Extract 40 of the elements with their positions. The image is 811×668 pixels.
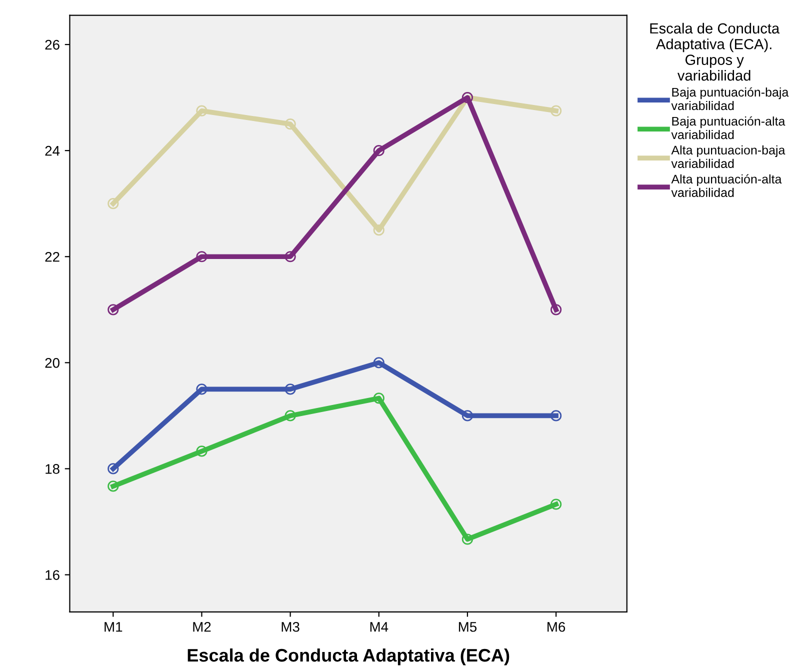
point [284,384,296,395]
point [373,392,384,404]
y-tick-label: 20 [45,358,60,368]
point [462,410,474,422]
legend-title: Escala de Conducta Adaptativa (ECA). Grupos y variabilidad [650,22,780,81]
y-tick-label: 24 [45,146,60,156]
y-tick-label: 16 [46,570,60,580]
point [373,357,384,368]
point [196,446,208,457]
point [284,251,296,262]
legend-label: Alta puntuacion-baja variabilidad [671,145,786,168]
x-tick-label: M2 [193,622,211,632]
point [462,534,474,545]
point [550,410,562,422]
point [108,480,119,492]
point [196,251,208,262]
point [284,410,296,422]
point [108,463,119,474]
point [108,304,119,316]
x-axis-title: Escala de Conducta Adaptativa (ECA) [188,648,510,666]
point [550,498,562,510]
point [373,224,384,236]
legend-label: Baja puntuación-baja variabilidad [671,87,789,110]
x-tick-label: M3 [282,622,300,632]
y-tick-label: 18 [46,464,60,474]
point [550,304,562,316]
point [373,145,384,156]
x-tick-label: M5 [458,622,477,632]
point [284,118,296,130]
point [196,384,208,395]
point [196,105,208,116]
x-tick-label: M1 [104,622,122,632]
point [550,105,562,116]
legend-label: Baja puntuación-alta variabilidad [671,116,786,140]
point [108,198,119,210]
x-tick-label: M6 [548,622,566,632]
y-tick-label: 26 [45,40,60,50]
y-tick-label: 22 [45,252,60,262]
legend-label: Alta puntuación-alta variabilidad [671,174,782,198]
x-tick-label: M4 [370,622,388,632]
